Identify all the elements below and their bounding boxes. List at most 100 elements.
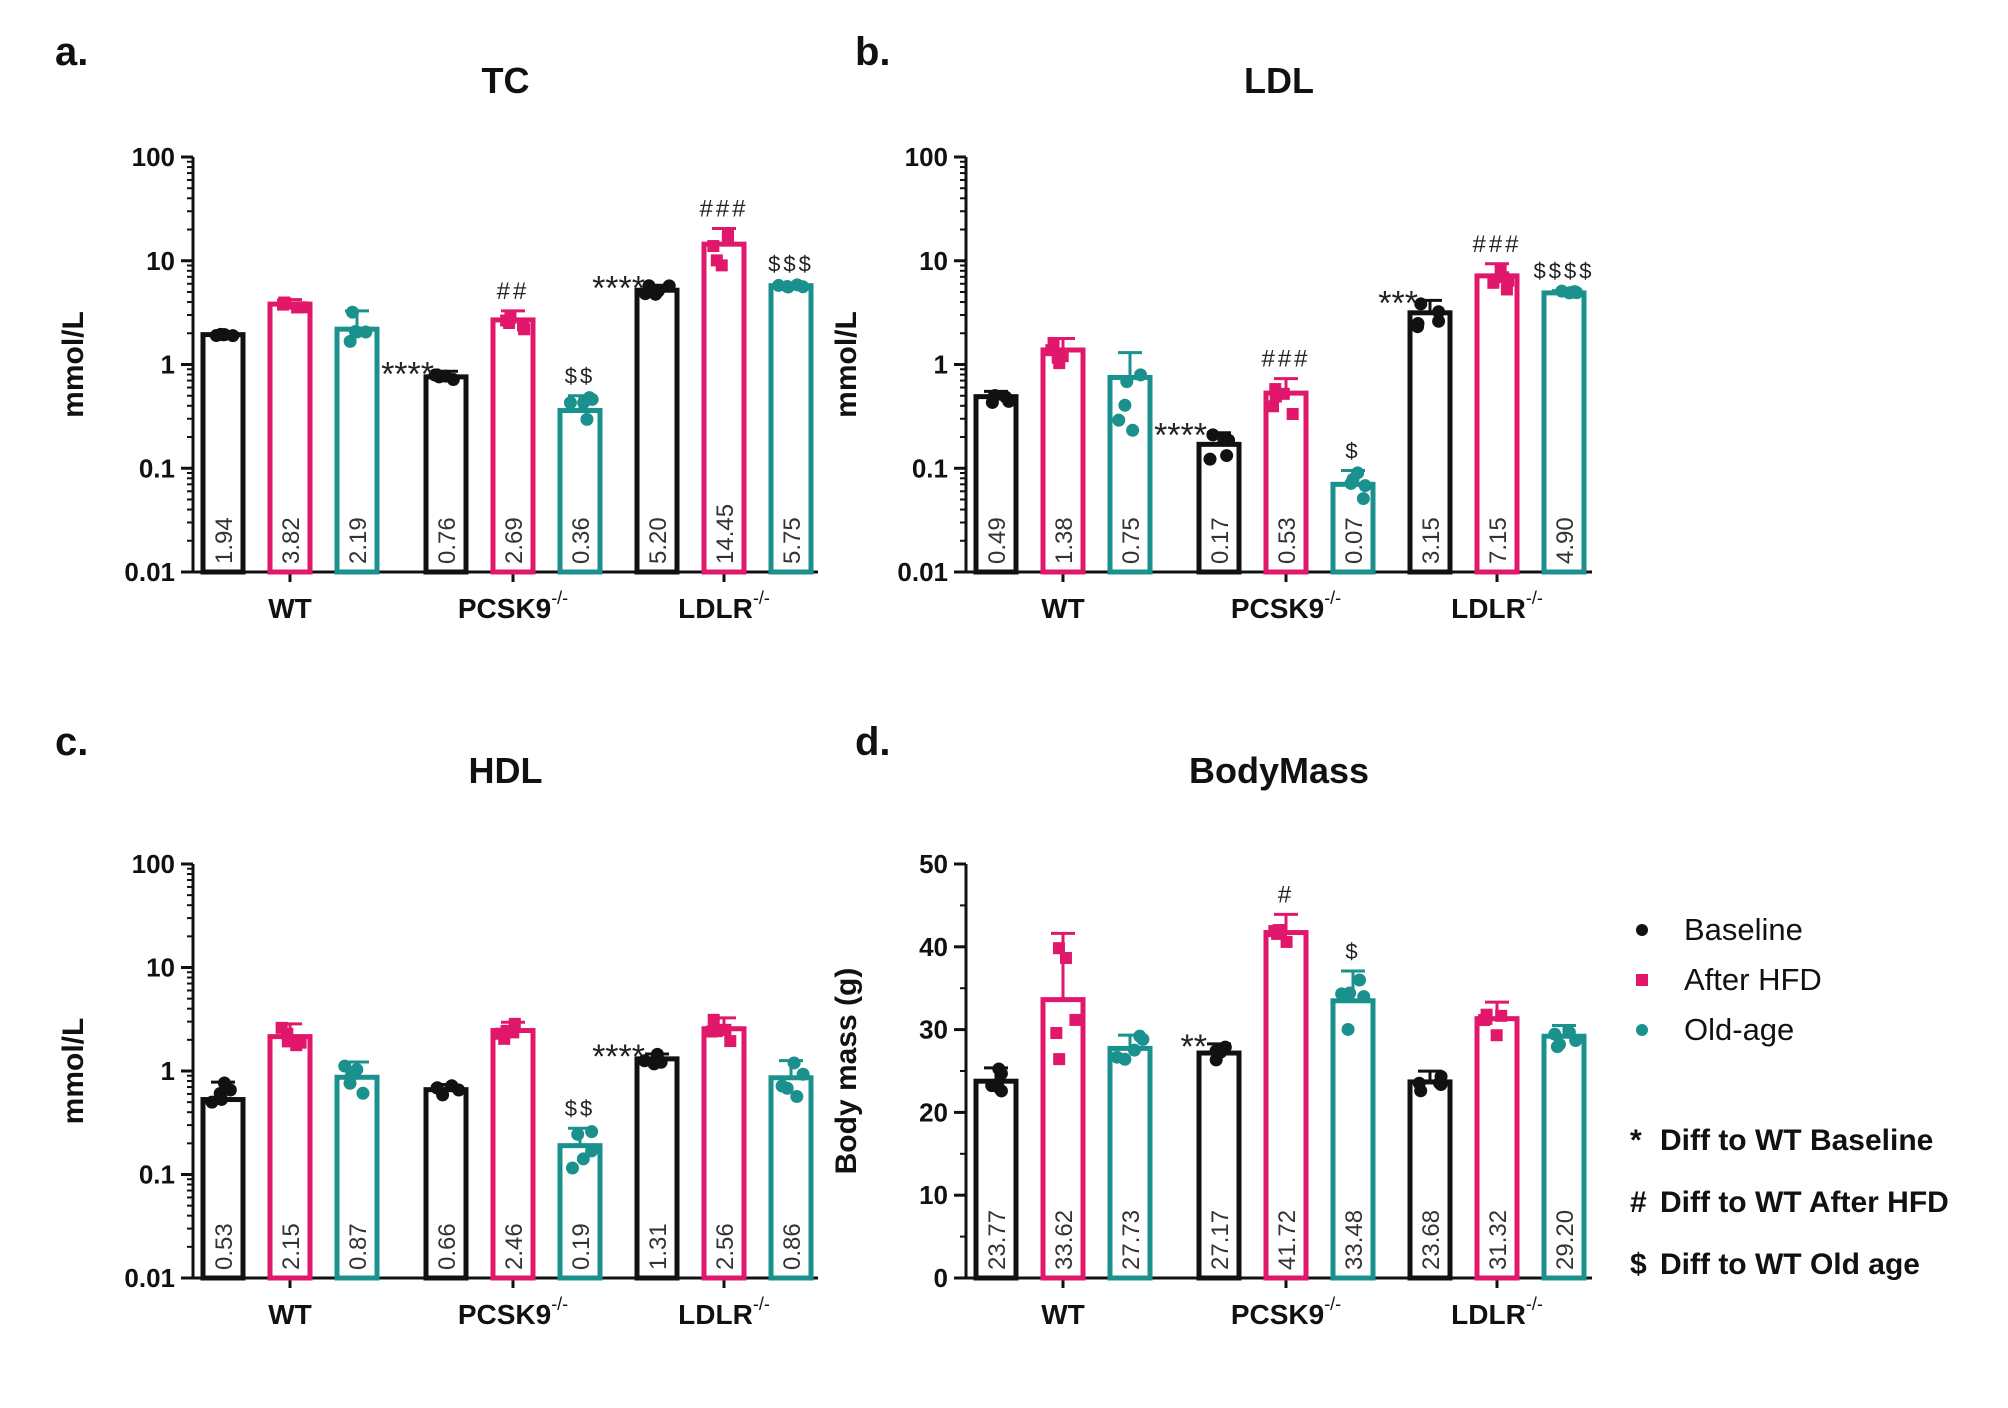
data-point [1552, 1037, 1566, 1051]
data-point [1286, 407, 1299, 420]
category-name: LDLR [1451, 593, 1526, 624]
bar-value-label: 0.53 [211, 1223, 238, 1270]
data-point [585, 1144, 599, 1158]
bar-value-label: 0.76 [434, 517, 461, 564]
data-point [1494, 264, 1507, 277]
y-tick-label: 10 [146, 246, 175, 276]
bar-value-label: 0.75 [1118, 517, 1145, 564]
data-point [223, 1083, 237, 1097]
old-age-marker-icon [1636, 1024, 1648, 1036]
data-point [985, 1079, 999, 1093]
bar-value-label: 0.53 [1274, 517, 1301, 564]
bar-value-label: 1.38 [1051, 517, 1078, 564]
chart-title: TC [482, 60, 530, 101]
data-point [1356, 492, 1370, 506]
category-superscript: -/- [1526, 588, 1543, 608]
significance-marker: ### [699, 196, 748, 223]
data-point [1358, 479, 1372, 493]
bar [634, 1056, 680, 1281]
data-point [343, 1076, 357, 1090]
y-tick-label: 1 [934, 350, 948, 380]
bar-value-label: 27.73 [1118, 1210, 1145, 1270]
bar-value-label: 29.20 [1552, 1210, 1579, 1270]
data-point [654, 1055, 668, 1069]
data-point [1495, 1009, 1508, 1022]
category-name: WT [268, 1299, 312, 1330]
bar-value-label: 1.31 [645, 1223, 672, 1270]
significance-marker: ** [1181, 1028, 1207, 1066]
data-point [1357, 990, 1371, 1004]
data-point [1203, 452, 1217, 466]
data-point [707, 1013, 720, 1026]
data-point [1050, 1027, 1063, 1040]
bar [1474, 1016, 1520, 1281]
data-point [775, 1079, 789, 1093]
bar-value-label: 27.17 [1207, 1210, 1234, 1270]
bar-value-label: 2.69 [501, 517, 528, 564]
data-point [1500, 283, 1513, 296]
significance-marker: $$ [565, 1096, 595, 1121]
data-point [1562, 1025, 1576, 1039]
category-name: LDLR [678, 1299, 753, 1330]
bar-value-label: 2.15 [278, 1223, 305, 1270]
bar-value-label: 4.90 [1552, 517, 1579, 564]
y-tick-label: 50 [919, 849, 948, 879]
data-point [577, 396, 591, 410]
significance-marker: **** [1154, 417, 1207, 455]
data-point [1280, 935, 1293, 948]
category-superscript: -/- [1324, 1294, 1341, 1314]
significance-marker: **** [592, 269, 645, 307]
data-point [1134, 368, 1148, 382]
note-symbol: $ [1630, 1248, 1647, 1281]
note-baseline: * Diff to WT Baseline [1630, 1110, 2000, 1172]
data-point [494, 1027, 507, 1040]
data-point [1047, 336, 1060, 349]
data-point [356, 1086, 370, 1100]
y-tick-label: 0.01 [124, 557, 175, 587]
data-point [507, 1026, 520, 1039]
legend-label: After HFD [1684, 962, 1822, 997]
y-tick-label: 100 [132, 142, 175, 172]
bar [1541, 290, 1587, 575]
bar-value-label: 2.19 [345, 517, 372, 564]
data-point [721, 231, 734, 244]
bar-value-label: 0.36 [568, 517, 595, 564]
data-point [1480, 1008, 1493, 1021]
data-point [585, 1125, 599, 1139]
data-point [452, 1083, 466, 1097]
bar-value-label: 0.19 [568, 1223, 595, 1270]
y-tick-label: 0.01 [124, 1263, 175, 1293]
bar [423, 1087, 469, 1281]
data-point [787, 1056, 801, 1070]
x-tick-label: PCSK9-/- [1231, 1294, 1341, 1330]
data-point [705, 1025, 718, 1038]
legend: Baseline After HFD Old-age * Diff to WT … [1630, 905, 2000, 1296]
significance-marker: $$$ [768, 251, 814, 276]
x-tick-label: PCSK9-/- [458, 588, 568, 624]
bar-value-label: 1.94 [211, 517, 238, 564]
data-point [1127, 1043, 1141, 1057]
y-tick-label: 20 [919, 1097, 948, 1127]
data-point [563, 396, 577, 410]
data-point [1414, 297, 1428, 311]
bar-value-label: 23.77 [984, 1210, 1011, 1270]
data-point [790, 1089, 804, 1103]
bar-value-label: 14.45 [712, 504, 739, 564]
data-point [294, 1036, 307, 1049]
bar-value-label: 0.66 [434, 1223, 461, 1270]
panel-letter: c. [55, 720, 88, 764]
category-name: WT [1041, 593, 1085, 624]
legend-label: Old-age [1684, 1012, 1795, 1047]
bar [1330, 998, 1376, 1281]
category-superscript: -/- [551, 588, 568, 608]
data-point [1432, 314, 1446, 328]
data-point [565, 1161, 579, 1175]
bar-value-label: 0.49 [984, 517, 1011, 564]
data-point [999, 390, 1013, 404]
data-point [992, 1062, 1006, 1076]
y-tick-label: 10 [919, 1180, 948, 1210]
category-superscript: -/- [551, 1294, 568, 1314]
data-point [343, 334, 357, 348]
data-point [576, 1152, 590, 1166]
